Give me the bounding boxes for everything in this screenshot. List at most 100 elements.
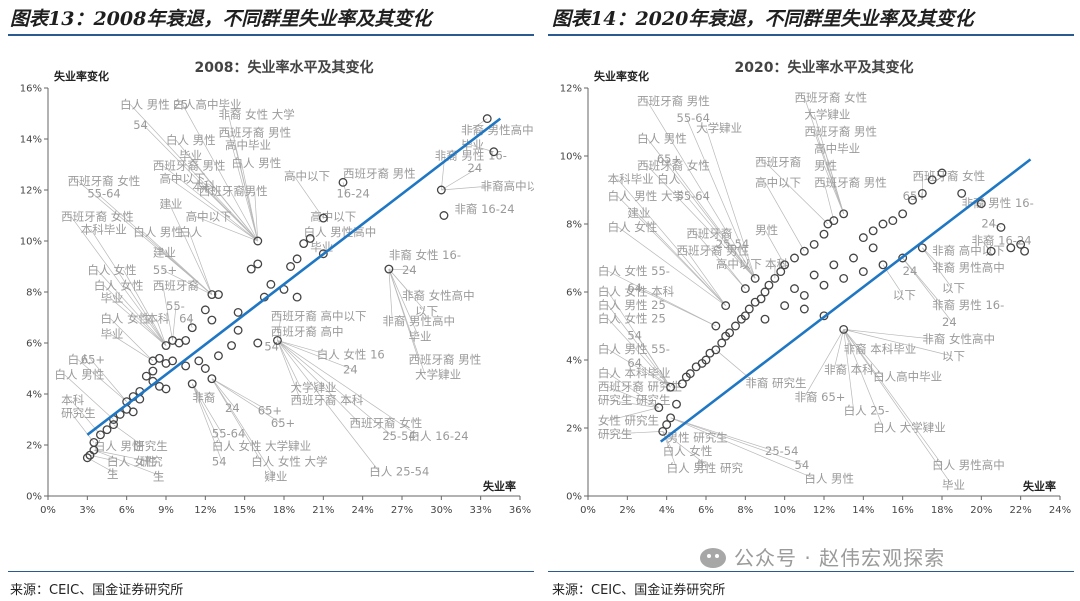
label-leader-line: [843, 329, 953, 357]
x-tick-label: 9%: [158, 505, 174, 516]
data-point: [384, 264, 394, 274]
label-leader-line: [110, 318, 154, 362]
label-leader-line: [607, 372, 659, 408]
point-label: 25-54: [382, 429, 415, 443]
label-leader-line: [388, 268, 419, 337]
label-leader-line: [342, 182, 347, 194]
data-point: [318, 249, 328, 259]
point-label: 白人 男性 55-: [598, 342, 670, 356]
label-leader-line: [110, 297, 167, 346]
point-label: 毕业: [409, 329, 432, 343]
data-point: [1020, 246, 1030, 256]
label-leader-line: [277, 340, 301, 388]
bottom-rule-right: [548, 571, 1074, 572]
point-label: 白人 男性 25: [120, 97, 188, 111]
label-leader-line: [637, 362, 671, 388]
label-leader-line: [470, 118, 488, 131]
source-note-right: 来源：CEIC、国金证券研究所: [552, 583, 726, 598]
data-point: [286, 262, 296, 271]
data-point: [187, 379, 197, 389]
y-tick-label: 2%: [566, 424, 582, 435]
point-label: 研究生: [61, 406, 96, 420]
point-label: 西班牙裔 男性: [677, 244, 750, 258]
point-label: 64: [179, 312, 194, 326]
point-label: 白人 男性: [55, 368, 105, 382]
point-label: 毕业: [310, 240, 333, 254]
point-label: 大学肄业: [804, 108, 850, 122]
point-label: 西班牙裔 男性: [409, 352, 482, 366]
point-label: 非裔 女性 大学: [218, 108, 294, 122]
point-label: 54: [627, 329, 642, 343]
label-leader-line: [64, 374, 114, 420]
data-point: [957, 188, 967, 198]
label-leader-line: [97, 269, 167, 346]
data-point: [266, 279, 276, 289]
point-label: 女性 研究生: [598, 414, 659, 428]
x-tick-label: 24%: [352, 505, 374, 516]
data-point: [976, 199, 986, 209]
label-leader-line: [113, 424, 144, 447]
label-leader-line: [686, 250, 726, 306]
point-label: 研究生: [133, 439, 168, 453]
point-label: 白人 男性高中: [304, 225, 377, 239]
y-tick-label: 12%: [560, 84, 582, 95]
data-point: [148, 356, 158, 366]
point-label: 24: [225, 401, 240, 415]
point-label: 女性: [114, 263, 137, 277]
point-label: 54: [264, 340, 279, 354]
point-label: 高中以下: [186, 210, 232, 224]
point-label: 毕业: [179, 148, 202, 162]
label-leader-line: [843, 329, 855, 411]
label-leader-line: [441, 185, 491, 191]
data-point: [878, 260, 888, 270]
data-point: [858, 267, 868, 277]
point-label: 男性: [245, 184, 268, 198]
label-leader-line: [843, 329, 884, 377]
label-leader-line: [607, 304, 671, 388]
data-point: [207, 374, 217, 384]
point-label: 大学肄业: [291, 380, 337, 394]
data-point: [181, 361, 191, 371]
data-point: [799, 246, 809, 256]
point-label: 白人 女性 25: [598, 312, 666, 326]
data-point: [780, 301, 790, 311]
label-leader-line: [814, 131, 844, 214]
data-point: [868, 226, 878, 236]
data-point: [717, 338, 727, 348]
x-tick-label: 3%: [79, 505, 95, 516]
label-leader-line: [162, 252, 213, 295]
label-leader-line: [188, 318, 193, 328]
x-tick-label: 24%: [1049, 505, 1071, 516]
point-label: 54: [133, 118, 148, 132]
label-leader-line: [156, 318, 167, 346]
data-point: [809, 270, 819, 280]
data-point: [819, 229, 829, 239]
data-point: [102, 425, 112, 435]
point-label: 非裔 高中以下: [932, 244, 1005, 258]
point-label: 64: [627, 281, 642, 295]
point-label: 白人 男性: [94, 439, 144, 453]
x-tick-label: 15%: [234, 505, 256, 516]
label-leader-line: [617, 195, 726, 306]
data-point: [685, 369, 695, 379]
point-label: 高中以下: [310, 210, 356, 224]
label-leader-line: [646, 138, 756, 279]
y-tick-label: 2%: [26, 441, 42, 452]
data-point: [654, 403, 664, 413]
data-point: [194, 356, 204, 366]
data-point: [95, 430, 105, 440]
source-note-left: 来源：CEIC、国金证券研究所: [10, 583, 184, 598]
point-label: 以下: [942, 281, 965, 295]
label-leader-line: [93, 449, 164, 478]
y-tick-label: 12%: [20, 186, 42, 197]
label-leader-line: [725, 243, 756, 279]
y-tick-label: 6%: [26, 339, 42, 350]
point-label: 白人 女性: [100, 312, 150, 326]
label-leader-line: [169, 203, 213, 295]
point-label: 西班牙裔: [755, 155, 801, 169]
x-tick-label: 2%: [619, 505, 635, 516]
point-label: 高中毕业: [814, 142, 860, 156]
label-leader-line: [277, 340, 327, 355]
label-leader-line: [843, 329, 933, 340]
point-label: 建业: [627, 206, 650, 220]
